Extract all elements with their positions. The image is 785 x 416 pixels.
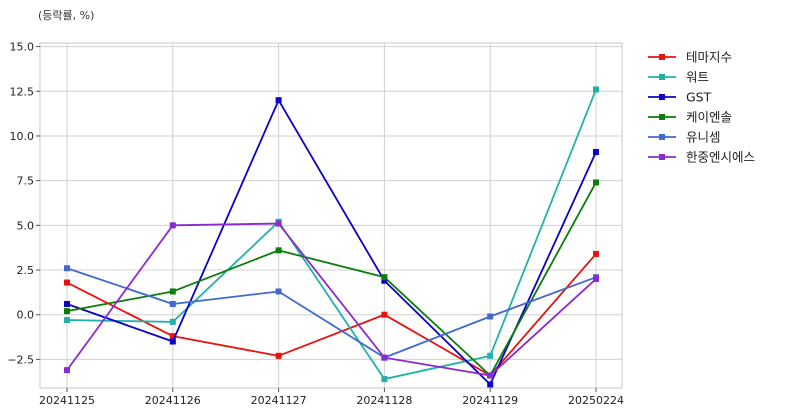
data-point <box>381 376 388 383</box>
y-tick-label: 5.0 <box>17 219 35 232</box>
y-tick-label: 7.5 <box>17 175 35 188</box>
legend-label: 유니셈 <box>686 130 721 145</box>
legend-swatch-marker <box>659 114 665 120</box>
legend-swatch-marker <box>659 54 665 60</box>
y-tick-label: 2.5 <box>17 264 35 277</box>
data-point <box>593 149 599 156</box>
series-2 <box>64 97 599 388</box>
data-point <box>381 277 388 284</box>
legend-swatch-marker <box>659 134 665 140</box>
data-point <box>275 352 282 359</box>
data-point <box>275 247 282 254</box>
data-point <box>381 311 388 318</box>
legend-label: 케이엔솔 <box>686 110 732 125</box>
series-line <box>66 89 597 380</box>
data-point <box>275 220 282 227</box>
x-tick-label: 20250224 <box>568 394 624 407</box>
series-1 <box>64 86 599 383</box>
x-tick-label: 20241127 <box>251 394 307 407</box>
legend-item: 유니셈 <box>648 130 721 145</box>
axes: −2.5 0.0 2.5 5.0 7.5 10.0 12.5 15.0 20241125 2024… <box>7 41 624 407</box>
y-tick-label: 10.0 <box>10 130 35 143</box>
data-point <box>275 97 282 104</box>
legend-label: 테마지수 <box>686 50 732 65</box>
x-tick-label: 20241128 <box>356 394 412 407</box>
legend-item: 테마지수 <box>648 50 732 65</box>
y-tick-label: −2.5 <box>7 353 34 366</box>
data-point <box>64 367 70 374</box>
data-point <box>64 317 70 324</box>
series-line <box>66 253 597 377</box>
x-tick-label: 20241126 <box>145 394 201 407</box>
series-4 <box>64 265 599 361</box>
data-point <box>487 313 494 320</box>
legend-item: 워트 <box>648 70 709 85</box>
legend-item: 케이엔솔 <box>648 110 732 125</box>
data-point <box>593 250 599 257</box>
data-point <box>593 179 599 186</box>
series-lines <box>64 86 599 388</box>
data-point <box>487 352 494 359</box>
series-line <box>66 181 597 377</box>
data-point <box>169 338 176 345</box>
y-tick-label: 12.5 <box>10 85 35 98</box>
y-tick-label: 15.0 <box>10 41 35 54</box>
data-point <box>169 222 176 229</box>
data-point <box>381 274 388 281</box>
series-5 <box>64 220 599 379</box>
series-line <box>66 267 597 359</box>
data-point <box>169 333 176 340</box>
unit-label: (등락률, %) <box>38 9 94 22</box>
data-point <box>64 279 70 286</box>
series-line <box>66 99 597 386</box>
legend-swatch-marker <box>659 94 665 100</box>
data-point <box>275 288 282 295</box>
legend-label: GST <box>686 90 712 105</box>
data-point <box>381 354 388 361</box>
data-point <box>169 300 176 307</box>
data-point <box>169 318 176 325</box>
plot-frame <box>39 42 623 389</box>
legend-swatch-marker <box>659 154 665 160</box>
x-tick-label: 20241129 <box>462 394 518 407</box>
legend-label: 워트 <box>686 70 709 85</box>
data-point <box>593 86 599 93</box>
data-point <box>64 300 70 307</box>
data-point <box>169 288 176 295</box>
data-point <box>64 265 70 272</box>
legend-label: 한중엔시에스 <box>686 150 755 165</box>
series-line <box>66 222 597 377</box>
data-point <box>64 308 70 315</box>
data-point <box>593 275 599 282</box>
x-tick-label: 20241125 <box>39 394 95 407</box>
data-point <box>487 372 494 379</box>
data-point <box>487 381 494 388</box>
legend-swatch-marker <box>659 74 665 80</box>
legend-item: 한중엔시에스 <box>648 150 755 165</box>
legend-item: GST <box>648 90 712 105</box>
y-tick-label: 0.0 <box>17 309 35 322</box>
